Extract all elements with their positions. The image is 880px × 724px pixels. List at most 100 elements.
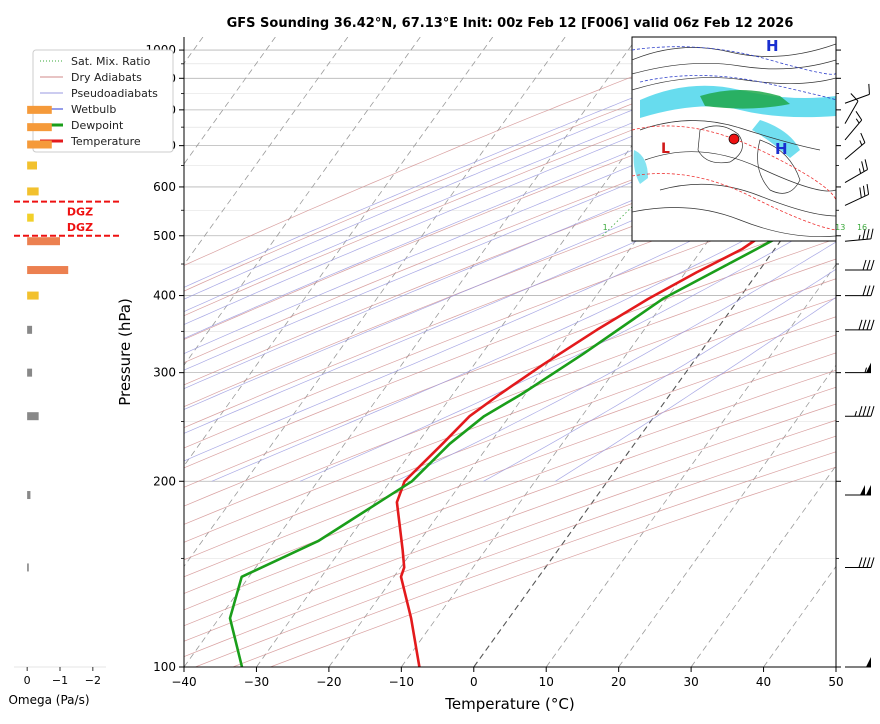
- legend-label: Dry Adiabats: [71, 71, 142, 84]
- dry-adiabat: [184, 297, 836, 543]
- pseudoadiabat: [483, 268, 836, 482]
- omega-bar: [27, 187, 39, 196]
- wind-barb: [844, 159, 869, 183]
- sounding-traces: [228, 178, 836, 667]
- wind-barb-full: [862, 406, 867, 417]
- y-tick-label: 600: [153, 180, 176, 194]
- wind-barb: [845, 259, 875, 271]
- x-tick-label: −40: [171, 675, 196, 689]
- wind-barb-full: [870, 228, 874, 240]
- map-high-label: H: [775, 140, 788, 158]
- map-thickness-line: [632, 125, 836, 201]
- x-axis-ticks: −40 −30 −20 −10 0 10 20 30 40 50: [171, 667, 844, 689]
- wind-barb-half: [858, 168, 862, 174]
- wind-barb-full: [870, 285, 875, 296]
- dry-adiabat: [184, 217, 836, 469]
- wind-barbs: [844, 83, 875, 668]
- wind-barb-flag: [866, 657, 871, 667]
- omega-bar: [27, 213, 34, 222]
- wind-barb-half: [854, 411, 857, 417]
- legend-label: Dewpoint: [71, 119, 124, 132]
- dry-adiabat: [184, 258, 836, 507]
- wind-barb-full: [862, 229, 866, 240]
- x-tick-label: 30: [683, 675, 698, 689]
- map-contour: [632, 77, 836, 91]
- map-contour: [659, 183, 836, 217]
- wind-barb-full: [862, 319, 867, 330]
- wind-barb-flag: [866, 485, 871, 496]
- pseudoadiabat: [395, 241, 836, 482]
- wind-barb: [844, 83, 870, 104]
- pseudoadiabat: [555, 296, 836, 482]
- wind-barb-full: [861, 161, 865, 172]
- wind-barb-staff: [844, 142, 866, 160]
- wind-barb: [845, 319, 875, 331]
- x-tick-label: −30: [244, 675, 269, 689]
- wind-barb: [845, 557, 875, 568]
- dry-adiabat: [184, 386, 836, 627]
- dry-adiabat: [184, 103, 836, 364]
- dry-adiabat: [184, 278, 836, 525]
- y-tick-label: 300: [153, 366, 176, 380]
- x-tick-label: 10: [539, 675, 554, 689]
- temperature-trace: [395, 184, 836, 667]
- wind-barb-full: [866, 228, 870, 240]
- wind-barb-full: [859, 187, 862, 198]
- wind-barb-staff: [844, 93, 870, 104]
- map-contour: [632, 207, 836, 237]
- map-low-label: L: [661, 141, 670, 157]
- omega-bar: [27, 105, 52, 114]
- omega-bar: [27, 266, 69, 275]
- dry-adiabat: [184, 316, 836, 561]
- wind-barb-full: [862, 285, 867, 296]
- wind-barb-staff: [844, 100, 859, 124]
- x-tick-label: 40: [756, 675, 771, 689]
- y-tick-label: 200: [153, 474, 176, 488]
- wind-barb: [844, 184, 870, 206]
- wind-barb-flag: [860, 485, 865, 496]
- x-tick-label: 0: [470, 675, 478, 689]
- pseudoadiabat: [211, 190, 836, 482]
- wind-barb: [845, 406, 875, 417]
- y-axis-label: Pressure (hPa): [116, 298, 134, 406]
- dgz-label: DGZ: [67, 221, 93, 234]
- wind-barb: [845, 657, 871, 668]
- wind-barb: [844, 111, 863, 141]
- wind-barb: [844, 228, 874, 242]
- x-axis-label: Temperature (°C): [444, 695, 574, 713]
- x-tick-label: 50: [828, 675, 843, 689]
- dry-adiabat: [184, 238, 836, 488]
- omega-tick-label: −2: [85, 674, 101, 687]
- legend-label: Sat. Mix. Ratio: [71, 55, 151, 68]
- legend: Sat. Mix. Ratio Dry Adiabats Pseudoadiab…: [32, 49, 174, 153]
- mixing-ratio-label: 1: [603, 223, 608, 232]
- omega-tick-label: 0: [24, 674, 31, 687]
- omega-tick-label: −1: [52, 674, 68, 687]
- x-tick-label: −10: [389, 675, 414, 689]
- mixing-ratio-label: 13: [835, 223, 845, 232]
- wind-barb-full: [862, 185, 866, 197]
- wind-barb: [845, 285, 875, 297]
- legend-label: Temperature: [70, 135, 141, 148]
- dry-adiabat: [184, 334, 836, 578]
- wind-barb-full: [866, 319, 871, 330]
- wind-barb: [844, 93, 859, 124]
- pseudoadiabat: [184, 78, 836, 354]
- omega-bar: [27, 325, 33, 334]
- omega-bar: [27, 563, 29, 572]
- omega-bar: [27, 237, 60, 246]
- wind-barb-full: [855, 111, 863, 121]
- map-contour: [632, 59, 836, 75]
- wind-barb-full: [870, 259, 875, 271]
- plot-frame: [183, 37, 837, 668]
- chart-title: GFS Sounding 36.42°N, 67.13°E Init: 00z …: [227, 16, 794, 31]
- wind-barb-full: [866, 184, 870, 195]
- map-precip-core: [700, 90, 790, 109]
- dewpoint-trace: [228, 202, 836, 667]
- wind-barb-full: [862, 259, 867, 271]
- dry-adiabat: [184, 37, 735, 266]
- dry-adiabat: [184, 403, 836, 642]
- wind-barb-half: [855, 118, 860, 124]
- legend-label: Wetbulb: [71, 103, 116, 116]
- omega-bar: [27, 491, 31, 500]
